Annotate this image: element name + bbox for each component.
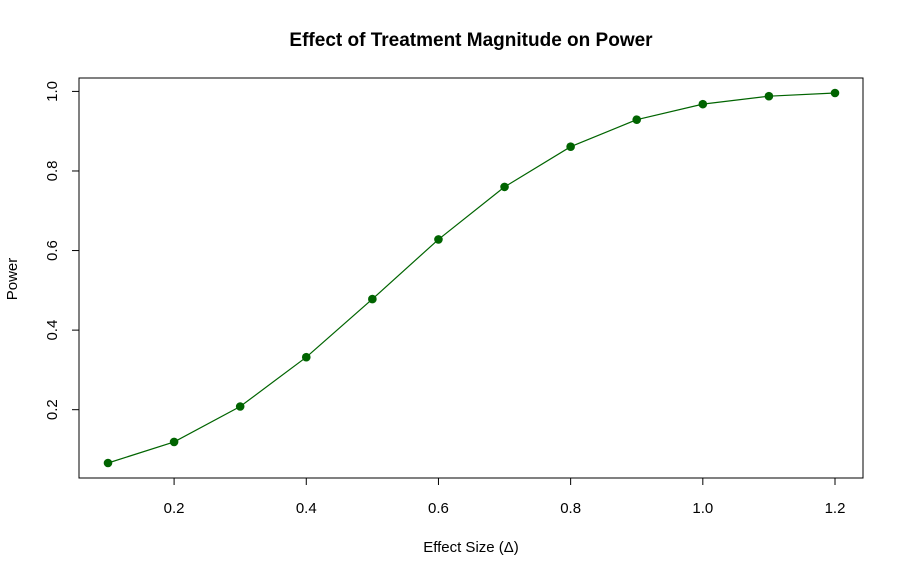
plot-frame (78, 77, 864, 479)
data-point (698, 99, 708, 109)
data-point (434, 235, 443, 244)
data-point (368, 294, 377, 304)
data-point (500, 182, 509, 192)
x-tick-label: 1.0 (692, 500, 713, 517)
series-line (107, 92, 836, 464)
series-layer (103, 88, 840, 468)
y-tick-label: 0.6 (44, 240, 61, 261)
y-tick-label: 0.4 (44, 320, 61, 341)
data-point (764, 91, 774, 101)
data-point (632, 115, 642, 124)
data-point (169, 437, 179, 447)
y-axis-label: Power (4, 258, 21, 301)
data-point (566, 142, 575, 152)
chart-title: Effect of Treatment Magnitude on Power (289, 30, 653, 51)
data-point (301, 352, 311, 362)
x-tick-label: 0.8 (560, 500, 581, 517)
x-axis: 0.2 0.4 0.6 0.8 1.0 1.2 (164, 477, 846, 517)
x-tick-label: 1.2 (825, 500, 846, 517)
x-tick-label: 0.4 (296, 500, 317, 517)
y-tick-label: 0.2 (44, 399, 61, 420)
data-point (235, 402, 245, 411)
data-point (103, 458, 113, 468)
data-point (830, 88, 840, 98)
y-axis: 0.2 0.4 0.6 0.8 1.0 (44, 81, 80, 420)
y-tick-label: 1.0 (44, 81, 61, 102)
y-tick-label: 0.8 (44, 161, 61, 182)
x-axis-label: Effect Size (Δ) (423, 539, 519, 556)
x-tick-label: 0.2 (164, 500, 185, 517)
x-tick-label: 0.6 (428, 500, 449, 517)
